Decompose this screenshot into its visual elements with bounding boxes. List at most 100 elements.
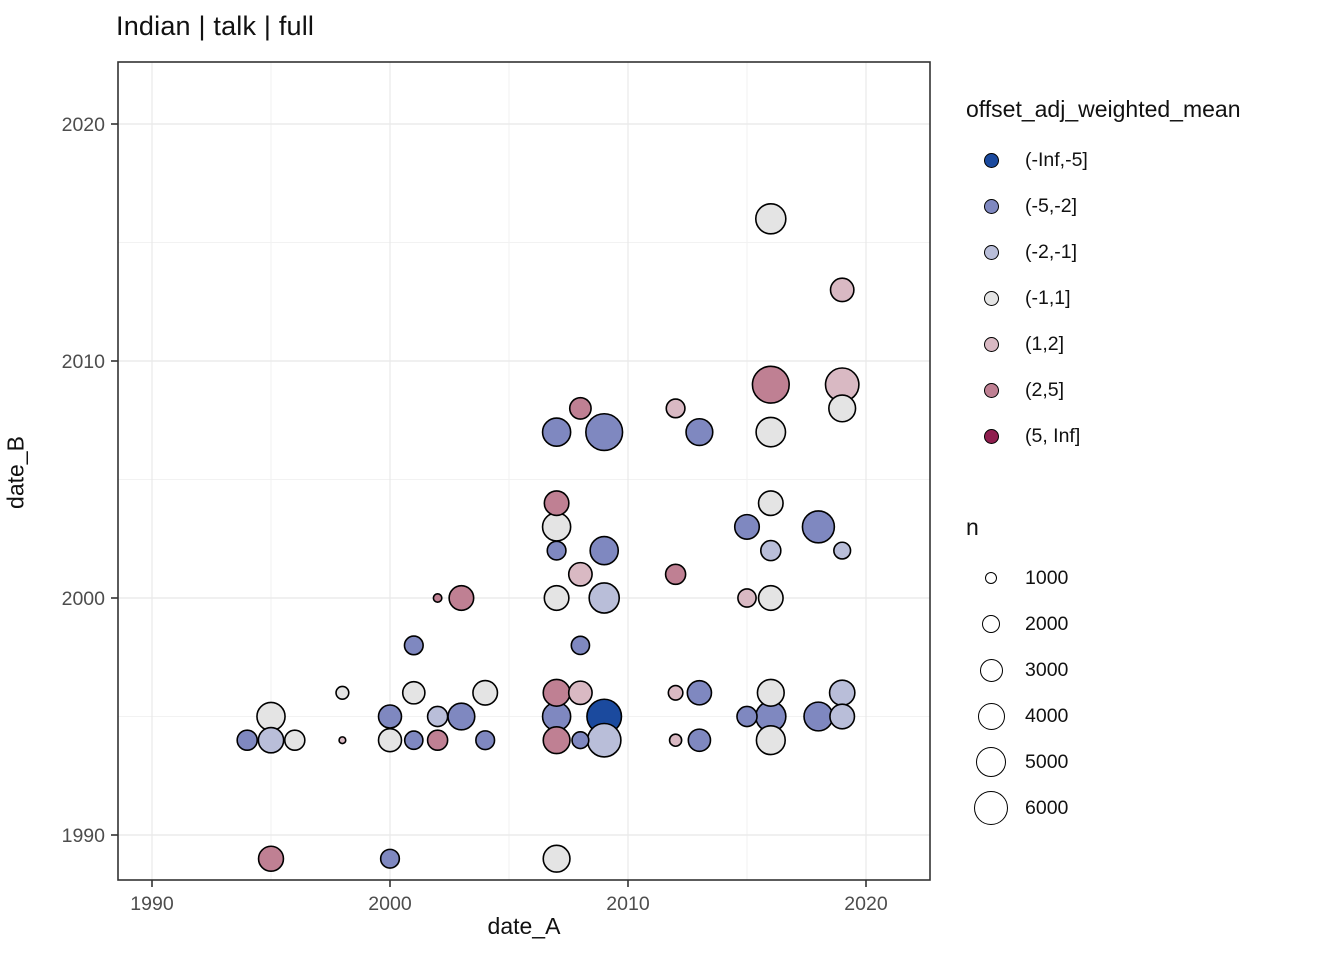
x-tick-label: 1990 (130, 893, 174, 915)
size-key-icon (974, 791, 1008, 825)
data-point (541, 417, 572, 447)
legend-item-label: 3000 (1025, 658, 1069, 681)
legend-key-icon (983, 198, 999, 214)
data-point (546, 540, 567, 561)
size-key-icon (976, 747, 1006, 777)
data-point (585, 412, 624, 452)
data-point (377, 704, 403, 729)
data-point (426, 729, 449, 752)
legend-item-label: (-2,-1] (1025, 240, 1078, 263)
data-point (589, 535, 620, 566)
color-legend-item: (-Inf,-5] (966, 137, 1336, 183)
data-point (401, 680, 426, 705)
data-point (447, 702, 476, 731)
panel-background (118, 62, 930, 880)
data-point (283, 729, 306, 752)
legend-item-label: 5000 (1025, 750, 1069, 773)
size-legend-item: 5000 (966, 739, 1336, 785)
size-legend-item: 2000 (966, 601, 1336, 647)
size-legend-item: 1000 (966, 555, 1336, 601)
color-legend-item: (2,5] (966, 367, 1336, 413)
data-point (379, 848, 401, 869)
data-point (256, 701, 286, 732)
data-point (257, 726, 285, 754)
data-point (829, 277, 855, 303)
data-point (335, 685, 350, 700)
data-point (571, 731, 590, 750)
data-point (541, 512, 572, 542)
x-tick-label: 2020 (844, 893, 888, 915)
legend-key-icon (983, 244, 999, 260)
size-legend-item: 6000 (966, 785, 1336, 831)
data-point (542, 726, 571, 755)
data-point (757, 584, 784, 612)
data-point (668, 733, 683, 748)
data-point (542, 844, 571, 873)
data-point (829, 703, 856, 730)
color-legend-item: (-2,-1] (966, 229, 1336, 275)
data-point (567, 561, 593, 587)
data-point (737, 588, 757, 608)
data-point (542, 678, 571, 707)
legend-item-label: (5, Inf] (1025, 424, 1081, 447)
color-legend-item: (-1,1] (966, 275, 1336, 321)
data-point (757, 490, 784, 517)
data-point (828, 679, 856, 707)
y-tick-label: 2020 (62, 114, 106, 136)
data-point (257, 845, 285, 872)
data-point (403, 730, 424, 751)
data-point (751, 365, 790, 404)
data-point (801, 510, 836, 544)
legend-item-label: (1,2] (1025, 332, 1065, 355)
data-point (586, 722, 622, 758)
data-point (568, 396, 592, 420)
data-point (432, 592, 443, 604)
legend-item-label: 4000 (1025, 704, 1069, 727)
chart-title: Indian | talk | full (116, 11, 315, 41)
data-point (403, 635, 424, 656)
size-key-icon (977, 702, 1005, 730)
legend-item-label: (-5,-2] (1025, 194, 1078, 217)
legend-item-label: (-Inf,-5] (1025, 148, 1088, 171)
size-key-icon (982, 615, 1000, 633)
legend-key-icon (983, 152, 999, 168)
x-tick-label: 2010 (606, 893, 650, 915)
data-point (543, 584, 570, 612)
data-point (833, 541, 852, 560)
data-point (754, 202, 787, 235)
data-point (567, 680, 593, 706)
data-point (472, 679, 499, 706)
color-legend: offset_adj_weighted_mean (-Inf,-5] (-5,-… (966, 96, 1336, 459)
legend-item-label: 6000 (1025, 796, 1069, 819)
data-point (687, 728, 712, 753)
y-axis-label: date_B (2, 436, 29, 509)
legend-key-icon (983, 290, 999, 306)
x-tick-label: 2000 (368, 893, 412, 915)
data-point (543, 490, 570, 517)
y-tick-label: 2000 (62, 588, 106, 610)
legend-key-icon (983, 382, 999, 398)
legend-key-icon (983, 336, 999, 352)
data-point (570, 635, 591, 656)
data-point (448, 584, 475, 612)
data-point (426, 705, 449, 728)
y-tick-label: 1990 (62, 825, 106, 847)
data-point (733, 513, 761, 540)
y-tick-label: 2010 (62, 351, 106, 373)
data-point (803, 701, 834, 732)
data-point (664, 563, 687, 586)
size-legend-title: n (966, 514, 979, 540)
x-axis-label: date_A (487, 913, 561, 939)
data-point (665, 398, 686, 419)
data-point (236, 729, 259, 752)
size-key-icon (979, 658, 1003, 682)
data-point (755, 416, 787, 448)
legend-item-label: 2000 (1025, 612, 1069, 635)
data-point (667, 684, 684, 701)
legend-item-label: (2,5] (1025, 378, 1065, 401)
data-point (475, 730, 496, 751)
data-point (736, 705, 758, 728)
data-point (759, 539, 782, 562)
color-legend-item: (5, Inf] (966, 413, 1336, 459)
data-point (828, 394, 857, 423)
